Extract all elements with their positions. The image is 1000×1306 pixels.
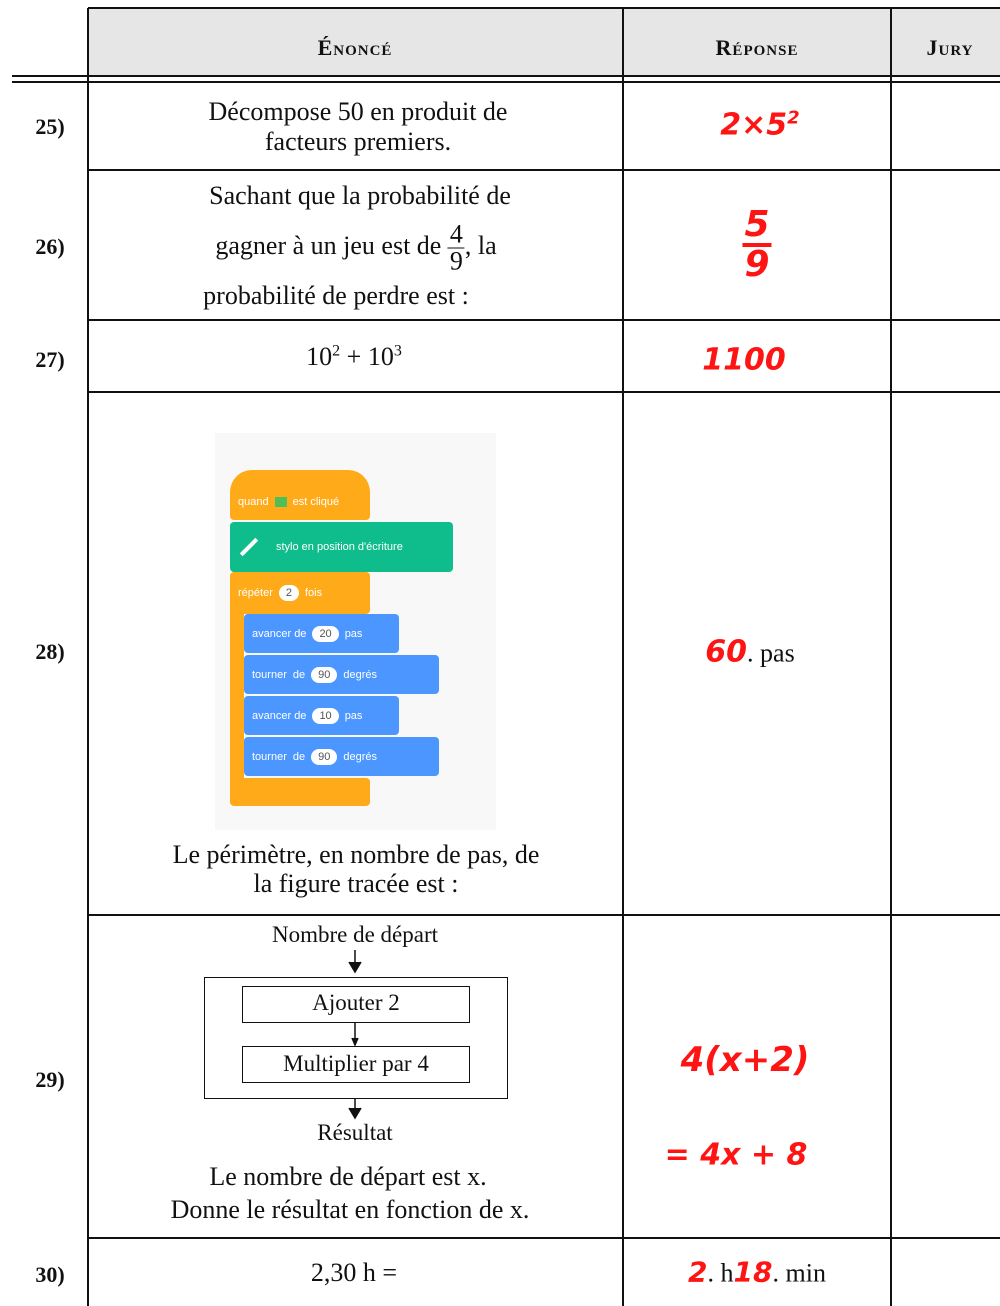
decor (12, 7, 1000, 1306)
row-number: 27) (35, 347, 65, 372)
block-text: tourner (252, 668, 287, 681)
block-text: tourner (252, 750, 287, 763)
answer: 4(x+2) (680, 1040, 810, 1080)
numerator: 5 (742, 204, 772, 247)
answer-minutes: 18 (733, 1255, 773, 1289)
diagram-step (242, 1046, 470, 1083)
row-number: 25) (35, 114, 65, 139)
block-text: de (292, 668, 306, 681)
answer-exponent: 2 (787, 107, 800, 129)
answer-handwritten: 60 (705, 634, 748, 670)
decor (351, 1037, 359, 1047)
statement: Donne le résultat en fonction de x. (170, 1195, 530, 1224)
decor (348, 950, 362, 1120)
block-input: 20 (312, 625, 339, 642)
answer: = 4x + 8 (664, 1137, 808, 1173)
denominator: 9 (744, 244, 770, 285)
block-text: de (292, 750, 306, 763)
block-text: est cliqué (292, 496, 340, 508)
unit: . h (707, 1258, 734, 1288)
step-text: Multiplier par 4 (283, 1051, 429, 1076)
unit: . min (772, 1258, 826, 1288)
statement: facteurs premiers. (264, 127, 452, 156)
statement: Décompose 50 en produit de (208, 97, 508, 126)
exponent: 2 (332, 342, 341, 360)
decor (348, 1107, 362, 1120)
answer-base: 2×5 (720, 107, 788, 143)
answer: 1100 (702, 342, 786, 378)
block-input: 2 (278, 585, 299, 601)
operator: + (346, 342, 362, 371)
diagram-step (242, 986, 470, 1023)
statement: probabilité de perdre est : (203, 281, 469, 310)
block-input: 10 (312, 707, 339, 724)
answer: 60. pas (705, 635, 794, 670)
block-text: fois (304, 587, 323, 599)
statement: , la (464, 230, 497, 260)
numerator: 4 (447, 219, 465, 249)
exponent: 3 (393, 342, 402, 360)
block-text: degrés (343, 668, 377, 681)
answer: 2×52 (720, 108, 799, 143)
block-text: stylo en position d'écriture (276, 541, 403, 553)
block-input: 90 (311, 748, 338, 765)
base: 10 (367, 342, 394, 371)
answer: 2. h18. min (688, 1256, 826, 1289)
diagram-frame (204, 977, 508, 1099)
decor (230, 610, 244, 785)
motion-block: avancer de 10 pas (244, 696, 399, 735)
block-text: degrés (343, 750, 377, 763)
diagram-end: Résultat (317, 1120, 393, 1145)
row-number: 26) (35, 234, 65, 259)
answer-hours: 2 (688, 1255, 708, 1289)
row-number: 30) (35, 1262, 65, 1287)
header-enonce: Énoncé (317, 35, 393, 60)
statement: Le périmètre, en nombre de pas, de (172, 840, 540, 869)
block-text: avancer de (252, 709, 307, 722)
motion-block: tourner de 90 degrés (244, 655, 439, 694)
statement: Sachant que la probabilité de (209, 181, 511, 210)
block-input: 90 (311, 666, 338, 683)
decor (274, 497, 287, 507)
row-number: 29) (35, 1067, 65, 1092)
header-jury: Jury (926, 35, 974, 60)
motion-block: avancer de 20 pas (244, 614, 399, 653)
motion-block: tourner de 90 degrés (244, 737, 439, 776)
block-text: pas (344, 709, 363, 722)
row-number: 28) (35, 639, 65, 664)
hat-block: quand est cliqué (230, 470, 370, 520)
block-text: quand (238, 496, 269, 508)
decor (230, 778, 370, 806)
statement: Le nombre de départ est x. (209, 1162, 487, 1191)
block-text: pas (344, 627, 363, 640)
repeat-block: répéter 2 fois (230, 572, 370, 614)
step-text: Ajouter 2 (312, 990, 400, 1015)
decor (239, 537, 259, 557)
denominator: 9 (449, 246, 463, 276)
decor (348, 961, 362, 974)
base: 10 (306, 342, 333, 371)
block-text: répéter (238, 587, 273, 599)
statement: la figure tracée est : (253, 869, 459, 898)
block-text: avancer de (252, 627, 307, 640)
statement: 102 + 103 (306, 342, 402, 372)
pen-block: stylo en position d'écriture (230, 522, 453, 572)
header-reponse: Réponse (715, 35, 799, 60)
decor (88, 8, 1000, 76)
answer-printed: . pas (747, 638, 795, 668)
diagram-start: Nombre de départ (271, 922, 439, 947)
statement: 2,30 h = (310, 1258, 398, 1287)
statement: gagner à un jeu est de (215, 230, 442, 260)
